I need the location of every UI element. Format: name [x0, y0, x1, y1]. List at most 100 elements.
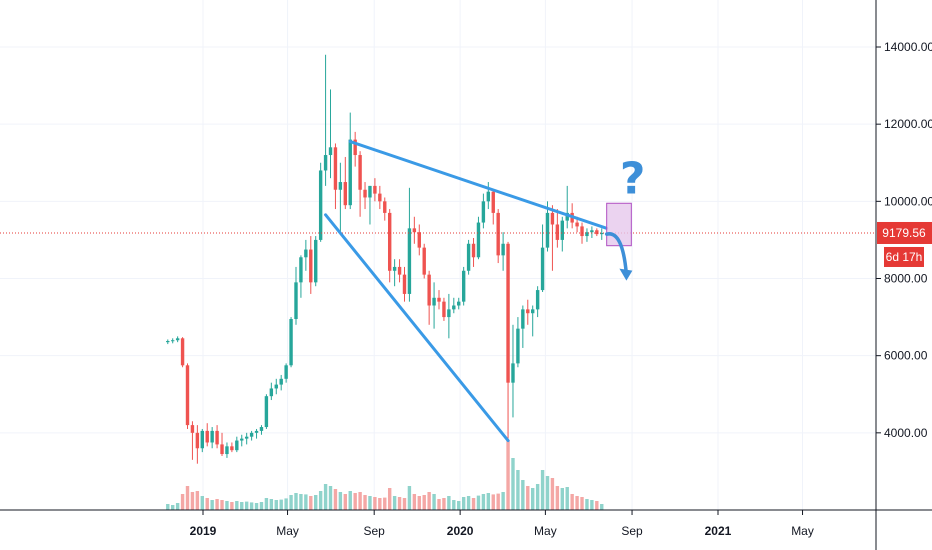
- volume-bar: [457, 501, 461, 510]
- candle-body: [486, 191, 491, 202]
- volume-bar: [432, 494, 436, 510]
- candle-body: [333, 147, 338, 190]
- volume-bar: [486, 493, 491, 510]
- candle-body: [412, 228, 417, 233]
- price-tick-label: 10000.00: [884, 194, 932, 208]
- candle-body: [259, 427, 264, 431]
- candle-body: [171, 340, 175, 342]
- volume-bar: [279, 499, 283, 510]
- down-arrow-head: [619, 268, 633, 281]
- candle-body: [323, 155, 328, 171]
- volume-bar: [550, 478, 555, 510]
- candle-body: [373, 185, 377, 194]
- volume-bar: [358, 492, 362, 510]
- volume-bar: [506, 440, 510, 510]
- candle-body: [215, 430, 219, 445]
- candle-body: [580, 226, 584, 237]
- candles: [166, 54, 604, 464]
- volume-bar: [378, 498, 382, 510]
- candle-body: [387, 212, 392, 271]
- candle-body: [363, 189, 367, 198]
- volume-bar: [452, 500, 456, 510]
- candle-body: [314, 239, 318, 283]
- volume-bar: [195, 491, 200, 510]
- volume-bar: [249, 502, 254, 510]
- candle-body: [560, 220, 564, 240]
- candle-body: [220, 444, 224, 455]
- candle-body: [516, 328, 520, 364]
- volume-bar: [447, 496, 451, 510]
- candle-body: [235, 440, 239, 451]
- volume-bar: [600, 504, 604, 510]
- candle-body: [397, 266, 402, 275]
- price-tick-label: 14000.00: [884, 40, 932, 54]
- volume-bar: [565, 487, 569, 510]
- candle-body: [471, 243, 476, 258]
- countdown-tag: [884, 246, 924, 267]
- volume-bar: [368, 496, 372, 510]
- volume-bar: [521, 480, 525, 510]
- candle-body: [289, 319, 293, 366]
- volume-bar: [353, 493, 357, 510]
- time-tick-label: May: [534, 524, 557, 538]
- candle-body: [348, 139, 352, 206]
- candle-body: [205, 430, 209, 443]
- volume-bar: [215, 499, 219, 510]
- volume-bar: [585, 499, 589, 510]
- candle-body: [595, 230, 599, 235]
- volume-bar: [185, 486, 190, 510]
- volume-bar: [254, 503, 259, 510]
- candle-body: [437, 297, 441, 302]
- volume-bar: [338, 492, 343, 510]
- volume-bar: [289, 495, 293, 510]
- volume-bar: [294, 493, 298, 510]
- volume-bar: [397, 497, 402, 510]
- time-tick-label: 2020: [447, 524, 474, 538]
- time-axis-labels[interactable]: 2019 May Sep 2020 May Sep 2021 May: [190, 510, 814, 538]
- candle-body: [309, 249, 313, 283]
- volume-bar: [570, 494, 574, 510]
- price-tick-label: 8000.00: [884, 271, 928, 285]
- candle-body: [166, 341, 170, 343]
- candle-body: [540, 247, 545, 291]
- candle-body: [550, 212, 555, 225]
- candle-body: [254, 430, 259, 433]
- volume-bar: [442, 498, 446, 510]
- candle-body: [328, 147, 333, 156]
- price-tick-label: 6000.00: [884, 349, 928, 363]
- volume-bar: [269, 499, 274, 510]
- volume-bar: [190, 492, 195, 510]
- volume-bar: [299, 494, 303, 510]
- current-price-tag: [877, 221, 932, 244]
- volume-bar: [343, 494, 348, 510]
- volume-bar: [304, 494, 308, 510]
- candle-body: [392, 266, 397, 271]
- volume-bar: [526, 486, 530, 510]
- candle-body: [284, 365, 288, 379]
- candle-body: [531, 309, 535, 314]
- volume-bar: [235, 501, 239, 510]
- candle-body: [555, 224, 560, 240]
- volume-bar: [225, 501, 229, 510]
- volume-bar: [387, 488, 392, 510]
- candle-body: [358, 155, 362, 190]
- time-tick-label: May: [791, 524, 814, 538]
- candle-body: [383, 201, 387, 213]
- price-axis-labels[interactable]: 14000.00 12000.00 10000.00 8000.00 6000.00 40…: [876, 40, 932, 440]
- candle-body: [244, 436, 249, 439]
- candle-body: [585, 232, 589, 237]
- candle-body: [338, 182, 343, 190]
- candle-body: [466, 243, 471, 271]
- down-arrow-curve: [604, 232, 629, 277]
- candle-body: [526, 309, 530, 314]
- volume-bar: [466, 496, 471, 510]
- volume-bar: [363, 495, 367, 510]
- candle-body: [521, 309, 525, 329]
- volume-bar: [333, 489, 338, 510]
- volume-bar: [461, 497, 466, 510]
- price-tick-label: 12000.00: [884, 117, 932, 131]
- volume-bar: [314, 495, 318, 510]
- time-tick-label: 2019: [190, 524, 217, 538]
